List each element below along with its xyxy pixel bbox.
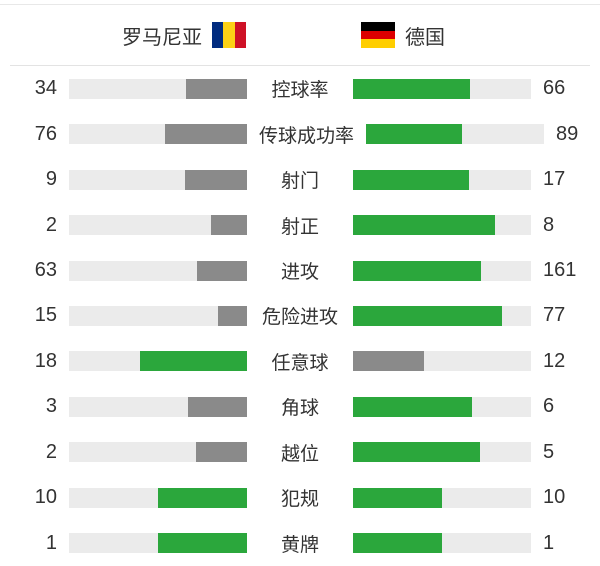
away-bar-track — [366, 124, 545, 145]
home-team-name: 罗马尼亚 — [122, 26, 202, 49]
stat-label: 传球成功率 — [259, 125, 355, 147]
away-bar-fill — [353, 78, 471, 99]
away-bar-fill — [353, 305, 502, 326]
stat-row: 76 传球成功率 89 — [0, 111, 600, 156]
stat-label: 射正 — [280, 216, 319, 238]
away-bar-fill — [353, 260, 481, 281]
away-bar-track — [353, 169, 531, 190]
home-bar-track — [69, 351, 247, 372]
away-bar-track — [353, 533, 531, 554]
home-bar-track — [69, 215, 247, 236]
home-bar-track — [69, 396, 247, 417]
stat-row: 9 射门 17 — [0, 157, 600, 202]
home-bar-fill — [218, 305, 247, 326]
home-value: 63 — [34, 259, 57, 282]
stat-label: 越位 — [280, 443, 319, 465]
home-value: 2 — [45, 440, 57, 463]
away-bar-fill — [353, 442, 481, 463]
home-bar-fill — [140, 351, 247, 372]
away-bar-track — [353, 305, 531, 326]
home-value: 9 — [45, 168, 57, 191]
home-bar-track — [69, 124, 247, 145]
teams-header: 罗马尼亚 德国 — [0, 5, 600, 65]
stat-label: 进攻 — [280, 262, 319, 284]
stat-row: 15 危险进攻 77 — [0, 293, 600, 338]
romania-flag-icon — [212, 22, 246, 48]
home-bar-track — [69, 487, 247, 508]
home-bar-track — [69, 78, 247, 99]
home-bar-fill — [165, 124, 247, 145]
header-divider — [10, 65, 590, 66]
home-bar-track — [69, 260, 247, 281]
home-value: 18 — [34, 349, 57, 372]
stat-label: 射门 — [280, 171, 319, 193]
away-value: 66 — [543, 77, 566, 100]
home-bar-track — [69, 305, 247, 326]
away-bar-fill — [353, 396, 472, 417]
home-bar-track — [69, 169, 247, 190]
stat-label: 控球率 — [271, 80, 329, 102]
away-value: 17 — [543, 168, 566, 191]
away-bar-fill — [353, 215, 496, 236]
stat-row: 3 角球 6 — [0, 384, 600, 429]
home-value: 2 — [45, 213, 57, 236]
away-bar-fill — [353, 487, 442, 508]
stat-label: 任意球 — [271, 352, 329, 374]
home-value: 10 — [34, 486, 57, 509]
top-divider — [0, 4, 600, 5]
away-value: 1 — [543, 531, 555, 554]
away-bar-track — [353, 351, 531, 372]
away-bar-fill — [366, 124, 463, 145]
stat-row: 1 黄牌 1 — [0, 521, 600, 566]
away-value: 5 — [543, 440, 555, 463]
home-bar-fill — [185, 169, 247, 190]
stat-label: 黄牌 — [280, 534, 319, 556]
away-bar-fill — [353, 169, 470, 190]
away-value: 89 — [556, 122, 579, 145]
stat-label: 角球 — [280, 398, 319, 420]
away-bar-track — [353, 215, 531, 236]
away-value: 8 — [543, 213, 555, 236]
away-value: 161 — [543, 259, 577, 282]
away-bar-track — [353, 442, 531, 463]
home-value: 34 — [34, 77, 57, 100]
home-bar-track — [69, 442, 247, 463]
away-value: 6 — [543, 395, 555, 418]
home-value: 1 — [45, 531, 57, 554]
stat-row: 10 犯规 10 — [0, 475, 600, 520]
home-value: 3 — [45, 395, 57, 418]
away-bar-track — [353, 487, 531, 508]
stat-row: 2 越位 5 — [0, 430, 600, 475]
home-bar-fill — [186, 78, 247, 99]
home-bar-track — [69, 533, 247, 554]
home-bar-fill — [196, 442, 247, 463]
away-team-name: 德国 — [405, 26, 445, 49]
stats-list: 34 控球率 66 76 传球成功率 89 9 射门 17 2 射正 8 63 进攻 161 15 危险进攻 77… — [0, 66, 600, 566]
away-value: 77 — [543, 304, 566, 327]
home-bar-fill — [158, 487, 247, 508]
away-team: 德国 — [361, 21, 600, 50]
away-bar-fill — [353, 351, 425, 372]
home-bar-fill — [211, 215, 247, 236]
stat-row: 2 射正 8 — [0, 202, 600, 247]
home-team: 罗马尼亚 — [0, 21, 246, 50]
away-bar-fill — [353, 533, 442, 554]
home-bar-fill — [196, 260, 247, 281]
home-value: 15 — [34, 304, 57, 327]
stat-label: 危险进攻 — [261, 307, 338, 329]
home-bar-fill — [187, 396, 247, 417]
away-bar-track — [353, 78, 531, 99]
stat-row: 63 进攻 161 — [0, 248, 600, 293]
stat-label: 犯规 — [280, 489, 319, 511]
germany-flag-icon — [361, 22, 395, 49]
away-value: 12 — [543, 349, 566, 372]
away-value: 10 — [543, 486, 566, 509]
home-bar-fill — [158, 533, 247, 554]
stat-row: 18 任意球 12 — [0, 339, 600, 384]
home-value: 76 — [34, 122, 57, 145]
stat-row: 34 控球率 66 — [0, 66, 600, 111]
away-bar-track — [353, 396, 531, 417]
away-bar-track — [353, 260, 531, 281]
